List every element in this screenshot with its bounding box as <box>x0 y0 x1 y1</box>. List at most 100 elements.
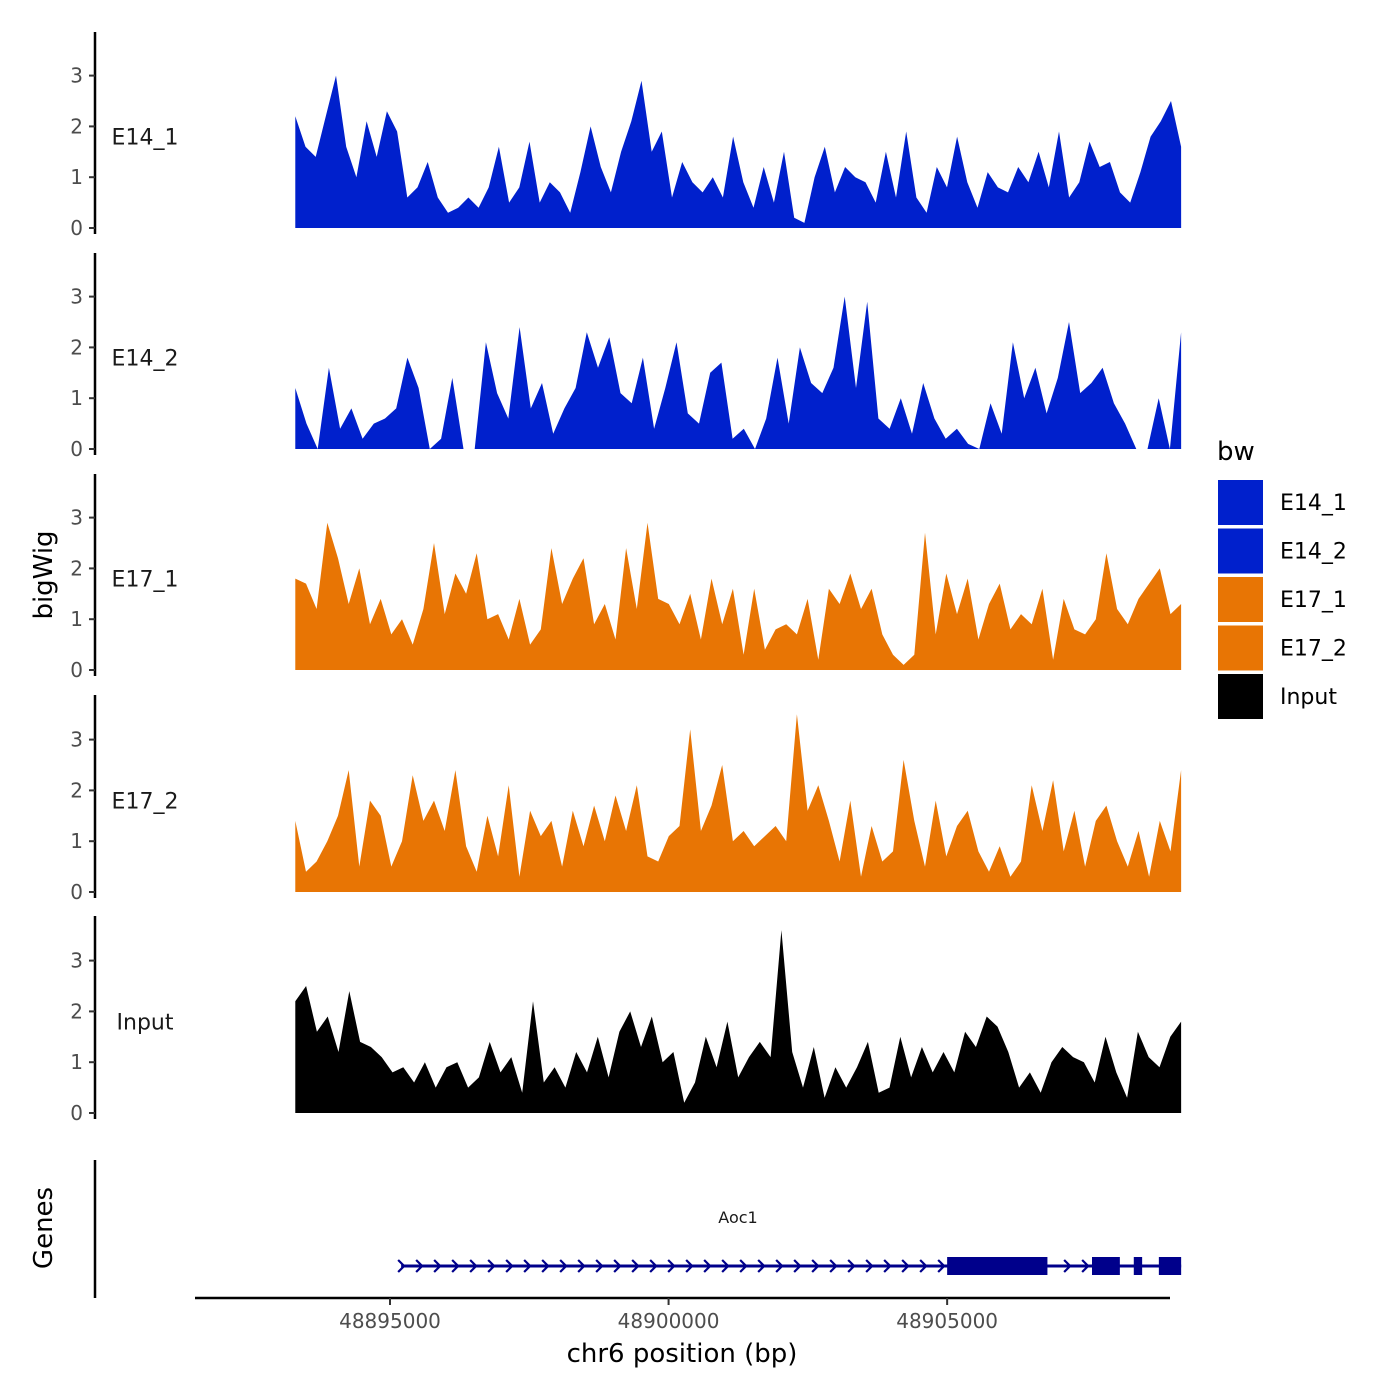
gene-exon <box>947 1257 1048 1275</box>
legend-items: E14_1 E14_2 E17_1 E17_2 Input <box>1218 480 1347 719</box>
legend-swatch <box>1218 577 1263 622</box>
y-tick-label: 1 <box>70 607 83 631</box>
strand-arrow <box>721 1259 730 1273</box>
legend-item-e14_2: E14_2 <box>1218 528 1347 574</box>
track-label: E14_2 <box>112 347 179 372</box>
x-tick-label: 48895000 <box>339 1309 441 1333</box>
track-e17_2: 0 1 2 3 E17_2 <box>70 695 1182 904</box>
strand-arrow <box>415 1259 424 1273</box>
signal-area-input <box>295 930 1182 1113</box>
strand-arrow <box>469 1259 478 1273</box>
x-tick-label: 48905000 <box>896 1309 998 1333</box>
gene-model <box>397 1257 1182 1275</box>
strand-arrow <box>667 1259 676 1273</box>
strand-arrow <box>649 1259 658 1273</box>
legend-swatch <box>1218 674 1263 719</box>
legend-item-e17_2: E17_2 <box>1218 625 1347 671</box>
x-ticks: 48895000 48900000 48905000 <box>339 1298 998 1333</box>
y-tick-label: 1 <box>70 165 83 189</box>
strand-arrow <box>451 1259 460 1273</box>
gene-name-label: Aoc1 <box>718 1208 757 1227</box>
strand-arrow <box>811 1259 820 1273</box>
y-tick-label: 0 <box>70 1101 83 1125</box>
strand-arrow <box>1081 1259 1090 1273</box>
legend-item-e14_1: E14_1 <box>1218 480 1347 525</box>
legend-item-input: Input <box>1218 674 1337 719</box>
track-e17_1: 0 1 2 3 E17_1 <box>70 474 1182 682</box>
legend-label: E14_2 <box>1280 540 1347 565</box>
strand-arrow <box>865 1259 874 1273</box>
strand-arrow <box>523 1259 532 1273</box>
gene-exon <box>1092 1257 1120 1275</box>
signal-area-e17_1 <box>295 522 1182 670</box>
track-e14_1: 0 1 2 3 E14_1 <box>70 32 1182 240</box>
y-tick-label: 3 <box>70 285 83 309</box>
strand-arrow <box>937 1259 946 1273</box>
track-label: E14_1 <box>112 126 179 151</box>
y-tick-label: 3 <box>70 506 83 530</box>
strand-arrow <box>505 1259 514 1273</box>
legend-item-e17_1: E17_1 <box>1218 577 1347 622</box>
legend-swatch <box>1218 625 1263 671</box>
y-tick-label: 3 <box>70 64 83 88</box>
signal-tracks: 0 1 2 3 E14_1 0 1 2 3 E14_2 0 1 2 3 E17_1 0 1 2 3 E17_2 0 1 2 3… <box>70 32 1182 1125</box>
signal-area-e14_1 <box>295 75 1182 228</box>
legend-label: E17_1 <box>1280 588 1347 613</box>
track-label: Input <box>117 1011 174 1036</box>
y-tick-label: 3 <box>70 949 83 973</box>
y-tick-label: 0 <box>70 658 83 682</box>
x-axis: 48895000 48900000 48905000 chr6 position (… <box>195 1296 1170 1369</box>
y-tick-label: 1 <box>70 829 83 853</box>
y-tick-label: 2 <box>70 556 83 580</box>
strand-arrow <box>883 1259 892 1273</box>
legend-label: E14_1 <box>1280 491 1347 516</box>
y-tick-label: 2 <box>70 114 83 138</box>
strand-arrow <box>559 1259 568 1273</box>
y-tick-label: 2 <box>70 335 83 359</box>
strand-arrow <box>1063 1259 1072 1273</box>
gene-exon <box>1133 1257 1143 1275</box>
strand-arrow <box>397 1259 406 1273</box>
strand-arrow <box>703 1259 712 1273</box>
legend: bw E14_1 E14_2 E17_1 E17_2 Input <box>1217 437 1347 719</box>
strand-arrow <box>829 1259 838 1273</box>
y-tick-label: 2 <box>70 999 83 1023</box>
strand-arrow <box>595 1259 604 1273</box>
gene-exon <box>1158 1257 1182 1275</box>
strand-arrow <box>577 1259 586 1273</box>
strand-arrow <box>793 1259 802 1273</box>
y-axis-title: bigWig <box>29 530 59 619</box>
strand-arrow <box>757 1259 766 1273</box>
strand-arrow <box>847 1259 856 1273</box>
strand-arrow <box>631 1259 640 1273</box>
y-tick-label: 0 <box>70 216 83 240</box>
strand-arrow <box>775 1259 784 1273</box>
track-label: E17_1 <box>112 568 179 593</box>
strand-arrow <box>919 1259 928 1273</box>
gene-track-title: Genes <box>29 1187 59 1269</box>
strand-arrow <box>487 1259 496 1273</box>
strand-arrow <box>433 1259 442 1273</box>
track-input: 0 1 2 3 Input <box>70 916 1182 1125</box>
y-tick-label: 3 <box>70 728 83 752</box>
x-axis-title: chr6 position (bp) <box>567 1339 798 1369</box>
gene-track: Genes Aoc1 <box>29 1160 1182 1298</box>
signal-area-e17_2 <box>295 714 1182 892</box>
signal-area-e14_2 <box>295 296 1182 449</box>
strand-arrow <box>739 1259 748 1273</box>
legend-label: Input <box>1280 685 1337 710</box>
y-tick-label: 0 <box>70 437 83 461</box>
legend-swatch <box>1218 528 1263 574</box>
strand-arrow <box>541 1259 550 1273</box>
track-e14_2: 0 1 2 3 E14_2 <box>70 253 1182 461</box>
y-tick-label: 2 <box>70 778 83 802</box>
legend-title: bw <box>1217 437 1255 467</box>
y-tick-label: 1 <box>70 1050 83 1074</box>
x-tick-label: 48900000 <box>618 1309 720 1333</box>
strand-arrow <box>613 1259 622 1273</box>
legend-swatch <box>1218 480 1263 525</box>
y-tick-label: 1 <box>70 386 83 410</box>
y-tick-label: 0 <box>70 880 83 904</box>
legend-label: E17_2 <box>1280 637 1347 662</box>
